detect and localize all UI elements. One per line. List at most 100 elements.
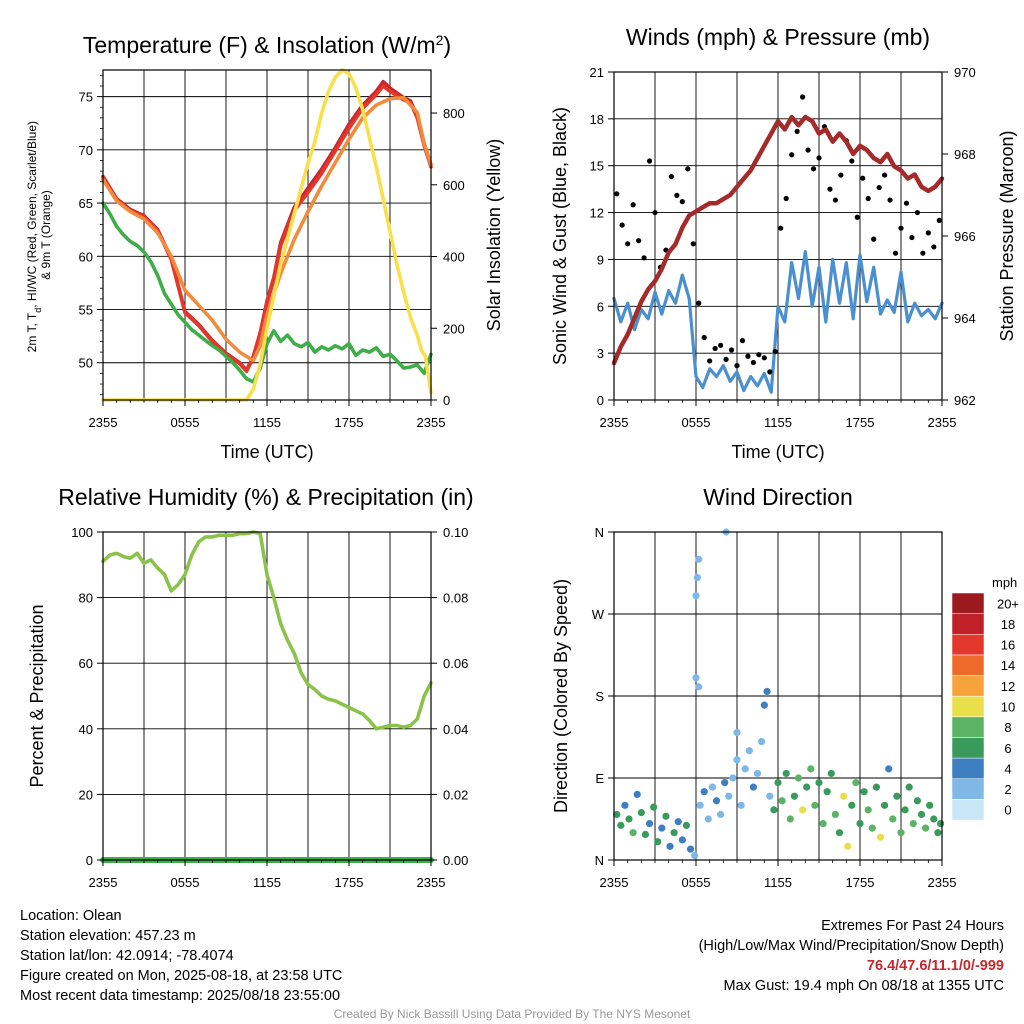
wind-direction-point bbox=[682, 821, 691, 829]
y-tick-label: 100 bbox=[71, 525, 93, 540]
y2-tick-label: 0.06 bbox=[443, 656, 468, 671]
winds-chart-title: Winds (mph) & Pressure (mb) bbox=[626, 24, 930, 50]
wind-direction-point bbox=[662, 812, 670, 820]
humidity-y-axis-label: Percent & Precipitation bbox=[27, 604, 47, 787]
humidity-chart-title: Relative Humidity (%) & Precipitation (i… bbox=[58, 484, 473, 510]
y-tick-label: 20 bbox=[79, 787, 93, 802]
wind-direction-point bbox=[856, 819, 864, 828]
legend-label: 8 bbox=[1004, 720, 1011, 735]
wind-direction-point bbox=[807, 765, 815, 773]
wind-direction-point bbox=[617, 821, 625, 829]
gust-point bbox=[668, 174, 675, 180]
wind-direction-point bbox=[613, 810, 621, 819]
wind-direction-point bbox=[763, 687, 771, 696]
wind-direction-point bbox=[629, 829, 637, 837]
y-tick-label: E bbox=[595, 771, 604, 786]
gust-point bbox=[816, 155, 822, 161]
gust-point bbox=[739, 338, 746, 344]
y-tick-label: 12 bbox=[590, 206, 604, 221]
y2-tick-label: 962 bbox=[954, 393, 976, 408]
gust-point bbox=[854, 214, 860, 220]
gust-point bbox=[701, 334, 707, 341]
wind-direction-point bbox=[712, 797, 721, 805]
relative_humidity-line bbox=[101, 530, 433, 731]
x-tick-label: 2355 bbox=[417, 415, 446, 430]
wind-direction-point bbox=[868, 824, 876, 832]
wind-direction-point bbox=[729, 774, 737, 782]
extremes-fields: (High/Low/Max Wind/Precipitation/Snow De… bbox=[698, 938, 1004, 954]
wind-direction-point bbox=[753, 769, 762, 778]
wind-direction-point bbox=[733, 756, 741, 764]
wind-direction-point bbox=[696, 801, 704, 809]
gust-point bbox=[882, 172, 888, 178]
wind-direction-point bbox=[782, 769, 790, 778]
wind-direction-point bbox=[893, 792, 901, 800]
legend-label: 14 bbox=[1001, 658, 1015, 673]
legend-swatch bbox=[951, 613, 985, 635]
wind-direction-point bbox=[704, 815, 712, 823]
y-tick-label: N bbox=[595, 525, 604, 540]
wind-direction-point bbox=[691, 851, 699, 860]
wind-direction-point bbox=[774, 778, 782, 787]
wind-direction-point bbox=[848, 801, 856, 809]
wind-direction-point bbox=[905, 783, 913, 791]
gust-point bbox=[903, 200, 910, 206]
gust-point bbox=[931, 244, 937, 250]
gust-point bbox=[636, 238, 642, 244]
extremes-values: 76.4/47.6/11.1/0/-999 bbox=[866, 958, 1004, 974]
legend-swatch bbox=[951, 592, 985, 614]
y-tick-label: 55 bbox=[79, 303, 93, 318]
y-tick-label: 80 bbox=[79, 591, 93, 606]
gust-point bbox=[909, 234, 915, 241]
y-tick-label: 60 bbox=[79, 656, 93, 671]
y2-tick-label: 968 bbox=[954, 147, 976, 162]
y2-tick-label: 200 bbox=[443, 321, 465, 336]
gust-point bbox=[707, 358, 713, 364]
gust-point bbox=[630, 202, 636, 208]
x-tick-label: 2355 bbox=[928, 875, 957, 890]
wind_speed-line bbox=[612, 250, 944, 394]
gust-point bbox=[641, 255, 647, 261]
wind-direction-point bbox=[641, 830, 650, 839]
wind-direction-point bbox=[913, 797, 922, 805]
x-tick-label: 1155 bbox=[764, 415, 792, 430]
x-tick-label: 2355 bbox=[600, 415, 629, 430]
gust-point bbox=[772, 348, 778, 355]
gust-point bbox=[685, 166, 691, 172]
y-tick-label: W bbox=[592, 607, 605, 622]
gust-point bbox=[745, 353, 751, 359]
wind-direction-point bbox=[695, 555, 703, 563]
winds-panel: Winds (mph) & Pressure (mb) 2355 0555 1155… bbox=[550, 24, 1017, 462]
x-tick-label: 0555 bbox=[682, 875, 711, 890]
gust-point bbox=[860, 175, 866, 181]
x-tick-label: 2355 bbox=[89, 415, 118, 430]
wind-direction-point bbox=[693, 573, 701, 582]
wind-direction-point bbox=[733, 728, 741, 737]
wind-direction-point bbox=[794, 774, 803, 782]
wind-direction-panel: Wind Direction 2355 0555 1155 1755 2355 N E S W N… bbox=[551, 484, 1019, 890]
gust-point bbox=[646, 158, 653, 164]
gust-point bbox=[865, 195, 871, 202]
gust-point bbox=[925, 230, 931, 236]
station-info: Location: Olean Station elevation: 457.2… bbox=[20, 906, 342, 1006]
wind-direction-point bbox=[897, 829, 905, 837]
wind-direction-point bbox=[930, 815, 938, 823]
wind-direction-point bbox=[686, 845, 695, 853]
gust-point bbox=[936, 217, 942, 223]
gust-point bbox=[723, 356, 729, 362]
legend-swatch bbox=[951, 695, 985, 718]
gust-point bbox=[679, 199, 685, 205]
y2-tick-label: 800 bbox=[443, 106, 465, 121]
wind-direction-point bbox=[917, 810, 926, 819]
wind-direction-point bbox=[835, 829, 844, 837]
y-tick-label: 50 bbox=[79, 356, 93, 371]
wind-direction-point bbox=[803, 783, 811, 791]
gust-point bbox=[783, 195, 789, 202]
wind-direction-chart-title: Wind Direction bbox=[703, 484, 853, 510]
gust-point bbox=[827, 186, 833, 192]
y-tick-label: 75 bbox=[79, 90, 93, 105]
gust-point bbox=[728, 347, 735, 353]
gust-point bbox=[898, 225, 904, 231]
gust-point bbox=[871, 236, 877, 242]
